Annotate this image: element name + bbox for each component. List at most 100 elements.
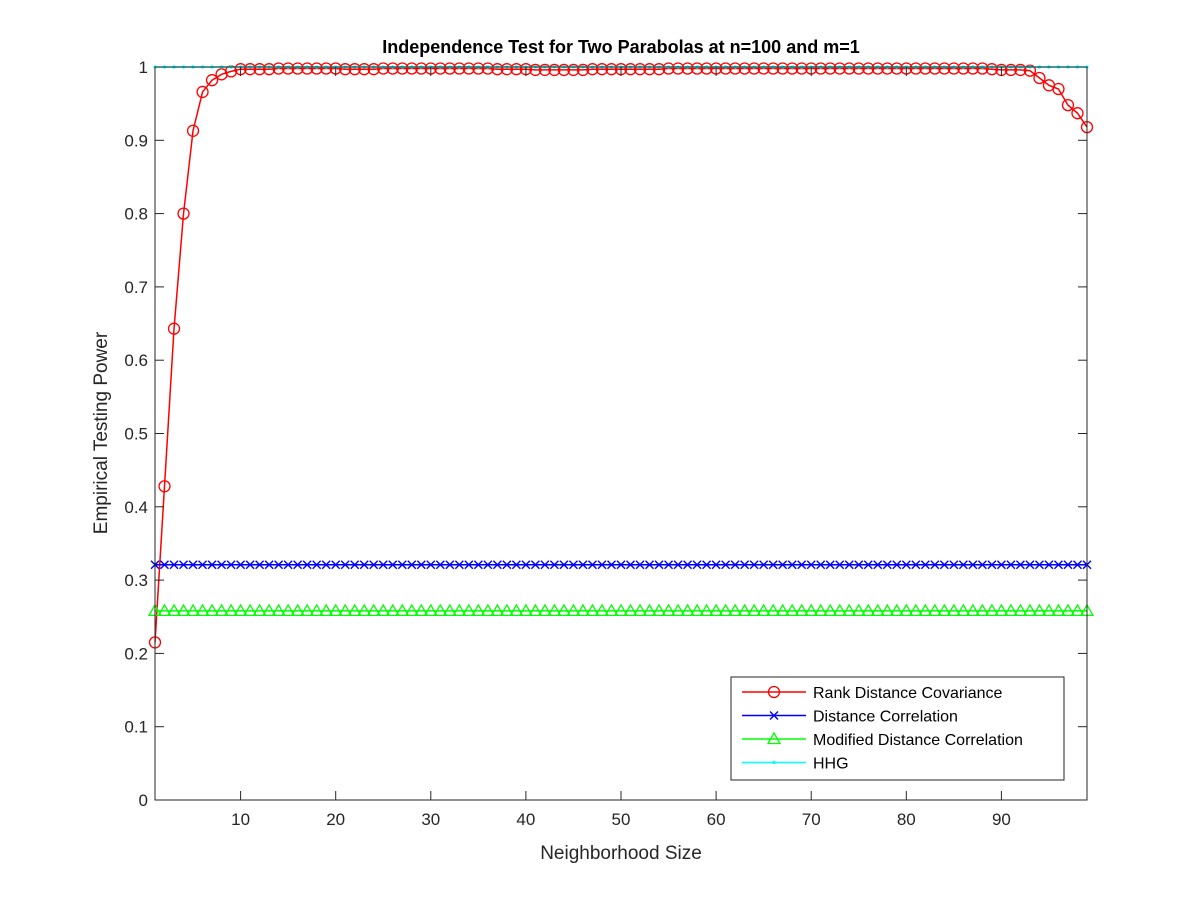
series-1-point-78: [881, 62, 894, 75]
series-2-point-93: [1025, 560, 1035, 570]
series-2-point-27: [397, 560, 407, 570]
series-1-point-55: [662, 62, 675, 75]
legend-label-2: Distance Correlation: [813, 709, 958, 726]
series-2-point-92-stroke-b: [1015, 560, 1025, 570]
series-2-point-83: [930, 560, 940, 570]
series-1-point-4: [177, 207, 190, 220]
series-3-point-73: [832, 603, 847, 617]
series-1-point-62: [728, 62, 742, 75]
series-3-point-43: [547, 603, 562, 617]
series-1-point-13: [262, 63, 276, 76]
series-1-point-17: [301, 62, 314, 75]
series-2-point-2-stroke-b: [160, 560, 170, 570]
series-2-point-30-stroke-b: [426, 560, 436, 570]
x-tick-label-60: 60: [707, 810, 726, 829]
legend-entry-4: HHG: [742, 756, 849, 773]
series-2-point-92: [1015, 560, 1025, 570]
series-1-point-46: [576, 63, 590, 77]
series-1-point-58: [690, 62, 704, 75]
series-3-point-93: [1022, 603, 1038, 617]
series-2-point-43-stroke-b: [549, 560, 559, 570]
series-2-point-77: [873, 560, 883, 570]
series-1-point-86: [957, 62, 970, 75]
series-2-point-10-stroke-b: [236, 560, 246, 570]
series-1-point-76: [862, 62, 875, 75]
series-2-point-3-stroke-b: [169, 560, 179, 570]
series-2-point-88: [977, 560, 987, 570]
x-tick-label-70: 70: [802, 810, 821, 829]
x-tick-label-50: 50: [612, 810, 631, 829]
series-2-point-59: [702, 560, 712, 570]
series-2-point-71-stroke-b: [816, 560, 826, 570]
series-2-point-75: [854, 560, 864, 570]
series-3-point-79: [889, 603, 904, 617]
series-2-point-26-stroke-b: [388, 560, 398, 570]
series-2-point-55-stroke-b: [664, 560, 674, 570]
series-2-point-25-stroke-b: [378, 560, 388, 570]
series-2-point-68: [787, 560, 797, 570]
ticks-layer: 10 20 30 40 50 60 70 80 90 0 0.1 0.2 0.3 0.4 0.5 0.6 0.7…: [124, 58, 1087, 829]
series-2-point-96-stroke-b: [1053, 560, 1063, 570]
series-2-point-44-stroke-b: [559, 560, 569, 570]
series-2-point-59-stroke-b: [702, 560, 712, 570]
series-2-point-36-stroke-b: [483, 560, 493, 570]
series-3: [147, 603, 1095, 617]
series-1-point-56: [671, 62, 685, 75]
series-2-point-63: [740, 560, 750, 570]
series-1-point-3: [167, 322, 181, 335]
series-3-point-52: [632, 603, 648, 617]
series-1-point-37: [491, 63, 504, 76]
series-2-point-89: [987, 560, 997, 570]
series-2-point-20-stroke-b: [331, 560, 341, 570]
series-1-point-91: [1004, 63, 1018, 77]
series-3-point-44: [556, 603, 572, 617]
series-1-point-41: [529, 63, 542, 77]
series-layer: [147, 62, 1095, 649]
series-2-point-40: [521, 560, 531, 570]
series-2-point-58-stroke-b: [692, 560, 702, 570]
series-2-point-84: [939, 560, 949, 570]
series-2-point-7-stroke-b: [207, 560, 217, 570]
series-3-point-83: [927, 603, 942, 617]
series-2-point-77-stroke-b: [873, 560, 883, 570]
series-3-point-80: [899, 603, 914, 617]
y-tick-label-0: 0: [139, 791, 148, 810]
series-3-point-41: [528, 603, 543, 617]
series-3-point-20: [328, 603, 343, 617]
series-2-point-84-stroke-b: [939, 560, 949, 570]
series-2-point-36: [483, 560, 493, 570]
series-1-point-97: [1061, 98, 1075, 112]
series-3-point-68: [785, 603, 800, 617]
series-2-point-86-stroke-b: [958, 560, 968, 570]
series-2-point-33: [454, 560, 464, 570]
series-3-point-59: [699, 603, 714, 617]
series-3-point-16: [290, 603, 305, 617]
series-3-point-97: [1060, 603, 1076, 617]
series-3-point-17: [300, 603, 315, 617]
series-2-point-44: [559, 560, 569, 570]
series-3-point-88: [975, 603, 990, 617]
series-1-point-61: [719, 62, 732, 75]
series-2-point-91-stroke-b: [1006, 560, 1016, 570]
series-2-point-40-stroke-b: [521, 560, 531, 570]
series-3-point-31: [433, 603, 448, 617]
series-1-point-53: [643, 63, 656, 76]
series-2-point-2: [160, 560, 170, 570]
series-2-point-38: [502, 560, 512, 570]
series-2-point-67: [778, 560, 788, 570]
series-2-point-18-stroke-b: [312, 560, 322, 570]
series-2-point-34-stroke-b: [464, 560, 474, 570]
series-1-point-83: [928, 62, 941, 75]
legend-swatch-marker-4: [772, 760, 776, 765]
series-3-point-66: [766, 603, 781, 617]
series-1-point-18: [310, 62, 323, 75]
y-axis-label: Empirical Testing Power: [91, 331, 112, 534]
series-2-point-72: [825, 560, 835, 570]
series-3-point-81: [908, 603, 923, 617]
series-3-point-21: [338, 603, 353, 617]
series-2-point-12-stroke-b: [255, 560, 265, 570]
series-1-point-24: [367, 63, 380, 76]
series-1-point-19: [320, 62, 333, 75]
series-1-point-36: [481, 62, 495, 75]
